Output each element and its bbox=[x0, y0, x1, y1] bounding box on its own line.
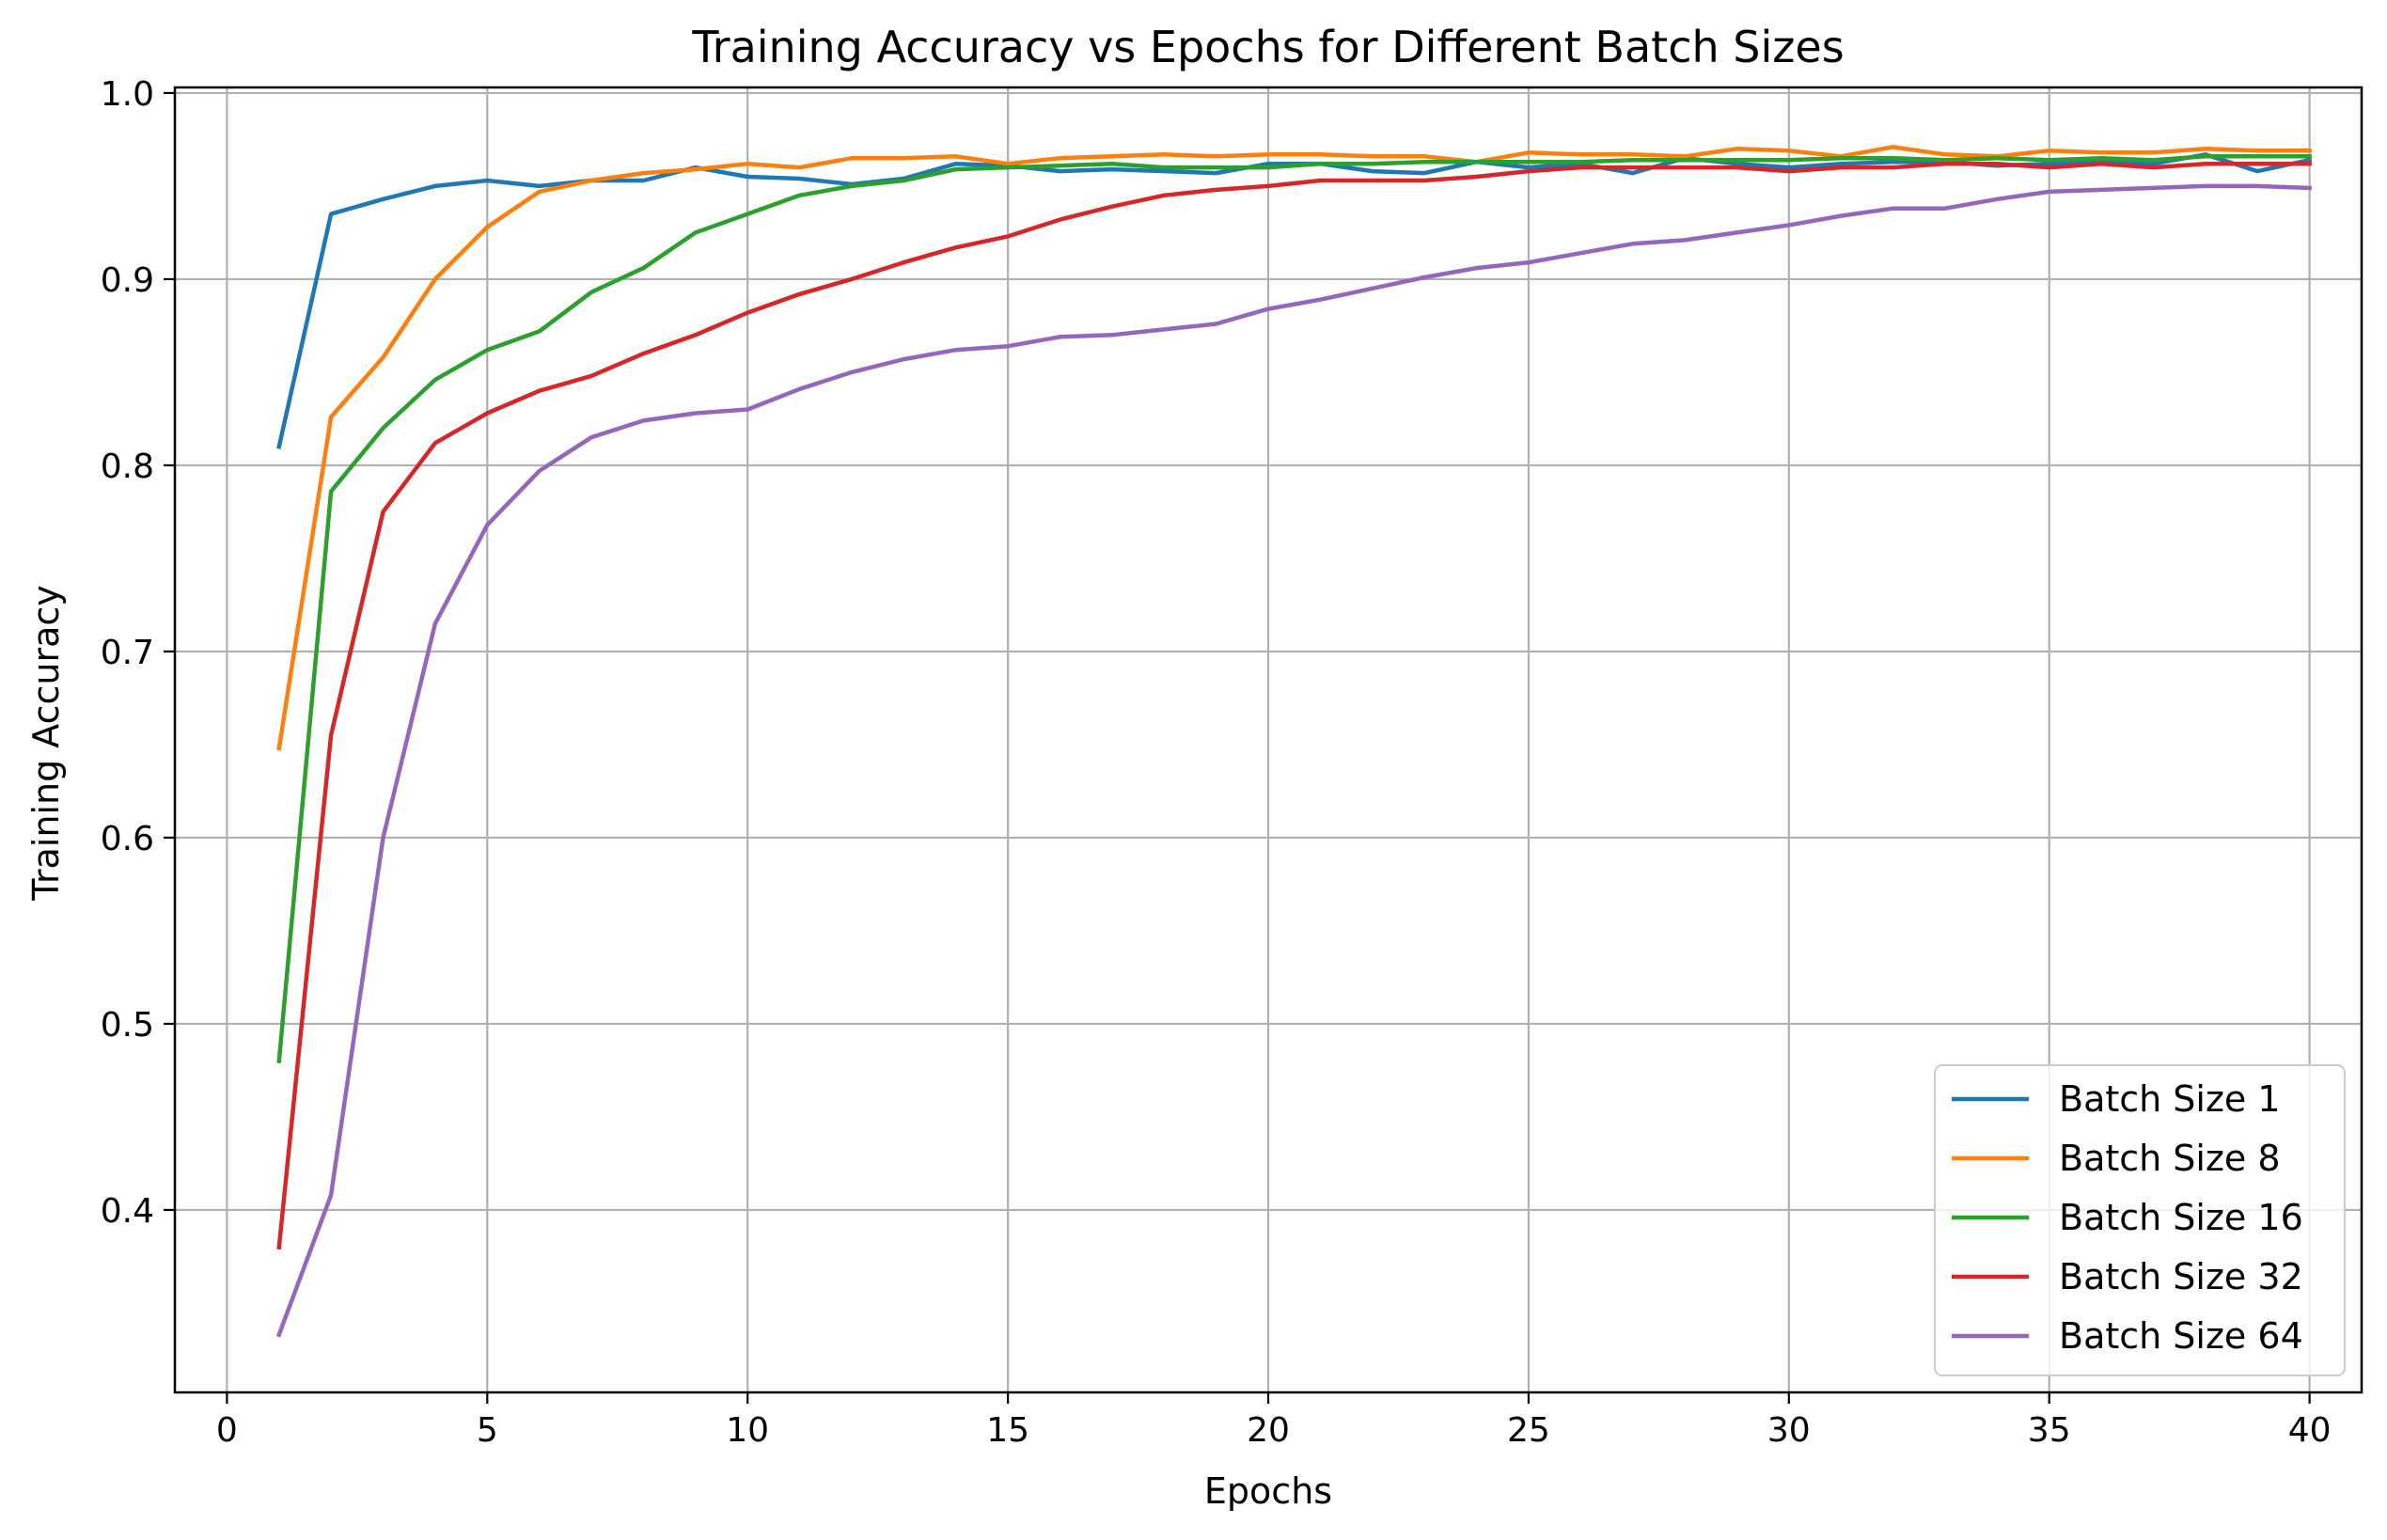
legend: Batch Size 1 Batch Size 8 Batch Size 16 Bat… bbox=[1934, 1064, 2346, 1376]
x-tick-label: 0 bbox=[216, 1411, 238, 1450]
plot-area bbox=[275, 145, 2313, 1338]
legend-entry-label: Batch Size 32 bbox=[2059, 1256, 2303, 1297]
y-tick-label: 0.7 bbox=[101, 634, 154, 672]
chart-title: Training Accuracy vs Epochs for Differen… bbox=[691, 22, 1844, 72]
y-tick-label: 1.0 bbox=[101, 75, 154, 114]
x-tick-label: 25 bbox=[1507, 1411, 1550, 1450]
series-line-5 bbox=[275, 183, 2312, 1338]
series-line-4 bbox=[276, 161, 2312, 1250]
y-tick-label: 0.8 bbox=[101, 448, 154, 486]
legend-box bbox=[1934, 1064, 2346, 1376]
axis-ticks: 0 5 10 15 20 25 30 35 40 0.4 0.5 0.6 0.7 0.8 0.9 1.0 bbox=[101, 75, 2332, 1450]
x-tick-label: 35 bbox=[2028, 1411, 2071, 1450]
x-tick-label: 40 bbox=[2288, 1411, 2332, 1450]
series-line-2 bbox=[276, 145, 2312, 751]
y-tick-label: 0.4 bbox=[101, 1192, 154, 1231]
legend-entry-label: Batch Size 8 bbox=[2059, 1138, 2281, 1179]
y-axis-label: Training Accuracy bbox=[25, 585, 67, 902]
y-tick-label: 0.5 bbox=[101, 1006, 154, 1045]
legend-entry-label: Batch Size 64 bbox=[2059, 1315, 2303, 1357]
x-tick-label: 5 bbox=[477, 1411, 498, 1450]
series-line-3 bbox=[276, 154, 2312, 1064]
y-tick-label: 0.9 bbox=[101, 261, 154, 300]
legend-entry-label: Batch Size 16 bbox=[2059, 1197, 2303, 1238]
x-axis-label: Epochs bbox=[1204, 1470, 1332, 1512]
x-tick-label: 30 bbox=[1767, 1411, 1811, 1450]
legend-entry-label: Batch Size 1 bbox=[2059, 1078, 2281, 1120]
x-tick-label: 10 bbox=[726, 1411, 769, 1450]
x-tick-label: 20 bbox=[1247, 1411, 1290, 1450]
x-tick-label: 15 bbox=[986, 1411, 1029, 1450]
y-tick-label: 0.6 bbox=[101, 820, 154, 858]
series-lines bbox=[275, 145, 2313, 1338]
